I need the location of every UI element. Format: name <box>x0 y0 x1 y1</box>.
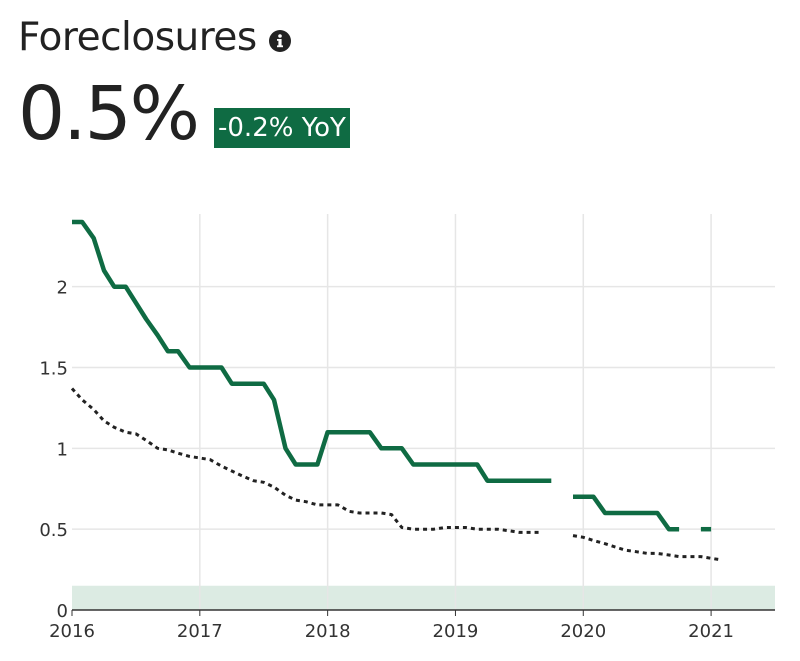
y-tick-label: 0.5 <box>39 520 68 541</box>
foreclosure-series-line <box>573 494 680 532</box>
info-icon[interactable] <box>268 30 291 52</box>
x-tick-label: 2021 <box>688 621 734 642</box>
grid-layer <box>72 214 775 610</box>
y-tick-label: 1.5 <box>39 359 68 380</box>
comparison-series-line <box>572 534 722 562</box>
x-tick-label: 2018 <box>305 621 351 642</box>
reference-band-layer <box>72 585 775 610</box>
series-layer <box>70 219 722 562</box>
header: Foreclosures 0.5% -0.2% YoY <box>18 10 350 154</box>
axis-layer: 0 0.5 1 1.5 2 2016 2017 2018 2019 2020 2021 <box>39 278 775 642</box>
chart-title: Foreclosures <box>18 15 257 60</box>
yoy-change-badge: -0.2% YoY <box>214 108 350 148</box>
value-row: 0.5% -0.2% YoY <box>18 74 350 154</box>
x-tick-label: 2019 <box>433 621 479 642</box>
foreclosure-series-line <box>72 219 552 483</box>
title-row: Foreclosures <box>18 10 350 66</box>
reference-band <box>72 585 775 610</box>
x-tick-label: 2016 <box>49 621 95 642</box>
x-tick-label: 2020 <box>560 621 606 642</box>
current-value: 0.5% <box>18 71 200 157</box>
comparison-series-line <box>70 387 542 534</box>
y-tick-label: 0 <box>57 601 68 622</box>
y-tick-label: 1 <box>57 439 68 460</box>
x-tick-label: 2017 <box>177 621 223 642</box>
y-tick-label: 2 <box>57 278 68 299</box>
